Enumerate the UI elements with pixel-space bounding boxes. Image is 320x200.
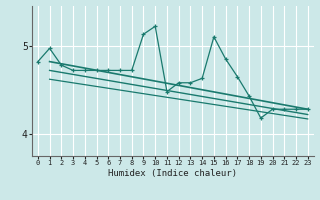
X-axis label: Humidex (Indice chaleur): Humidex (Indice chaleur) bbox=[108, 169, 237, 178]
